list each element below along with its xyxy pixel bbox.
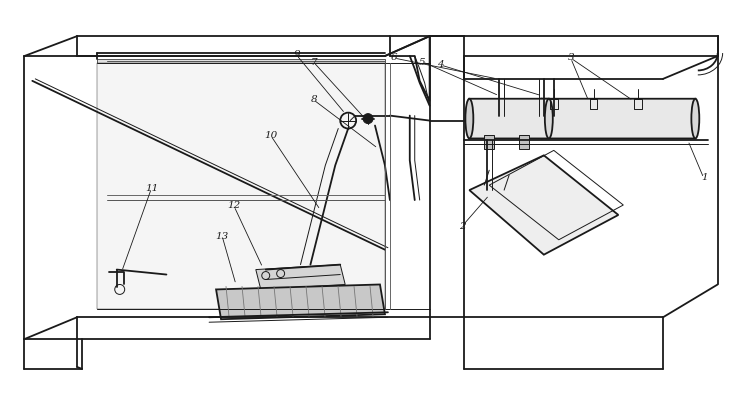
Text: 11: 11 (145, 183, 158, 192)
Text: 9: 9 (293, 50, 300, 59)
FancyBboxPatch shape (470, 99, 549, 138)
Ellipse shape (692, 99, 699, 138)
Text: 2: 2 (459, 222, 466, 231)
Polygon shape (216, 285, 385, 319)
Text: 10: 10 (264, 131, 278, 140)
Polygon shape (97, 63, 385, 309)
Ellipse shape (538, 99, 545, 138)
Polygon shape (256, 265, 345, 290)
Polygon shape (470, 155, 618, 255)
Text: 6: 6 (390, 54, 397, 62)
FancyBboxPatch shape (542, 99, 695, 138)
Ellipse shape (466, 99, 473, 138)
Polygon shape (484, 135, 494, 150)
Text: 1: 1 (701, 173, 707, 182)
Text: 3: 3 (568, 54, 574, 62)
Polygon shape (519, 135, 529, 150)
Text: 7: 7 (310, 57, 317, 66)
Text: 12: 12 (226, 201, 240, 210)
Text: 5: 5 (419, 57, 425, 66)
Circle shape (363, 114, 373, 123)
Ellipse shape (544, 99, 553, 138)
Text: 13: 13 (216, 232, 229, 240)
Text: 8: 8 (310, 95, 317, 104)
Text: 4: 4 (437, 60, 444, 69)
Polygon shape (97, 59, 385, 69)
